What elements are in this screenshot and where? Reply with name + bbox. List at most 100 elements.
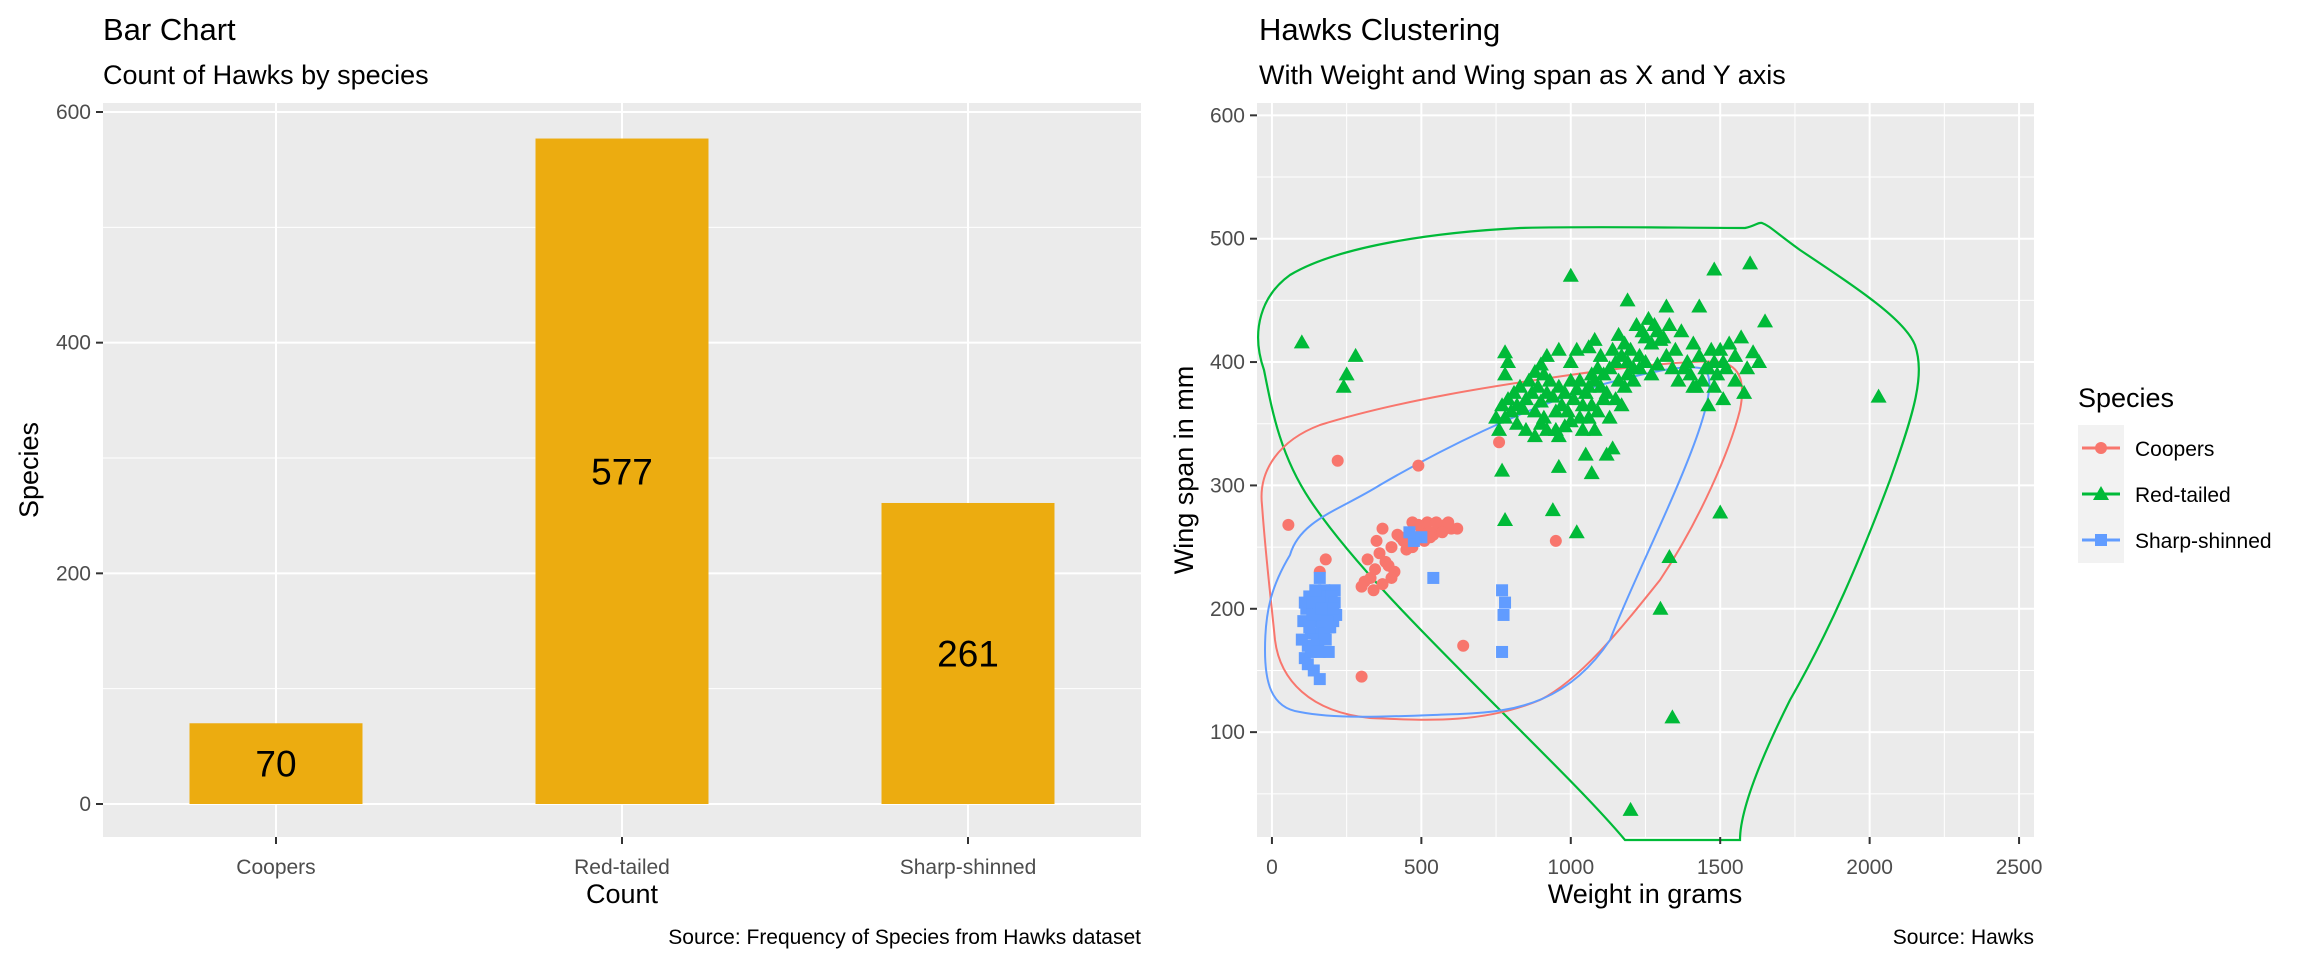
bar-coopers xyxy=(189,723,363,804)
point-coopers xyxy=(1319,553,1332,566)
bar-data-label: 70 xyxy=(255,744,296,785)
scatter-density-contours xyxy=(1257,221,1920,842)
point-sharp-shinned xyxy=(1496,645,1509,658)
scatter-x-tick-label: 2000 xyxy=(1846,856,1893,879)
point-sharp-shinned xyxy=(1313,571,1326,584)
point-red-tailed xyxy=(1338,366,1355,381)
scatter-x-tick-label: 2500 xyxy=(1996,856,2043,879)
point-red-tailed xyxy=(1622,801,1639,816)
point-sharp-shinned xyxy=(1303,621,1316,634)
scatter-y-axis-title: Wing span in mm xyxy=(1169,366,1199,575)
point-red-tailed xyxy=(1706,261,1723,276)
point-red-tailed xyxy=(1661,548,1678,563)
point-red-tailed xyxy=(1580,339,1597,354)
scatter-chart-subtitle: With Weight and Wing span as X and Y axi… xyxy=(1259,60,1786,90)
point-red-tailed xyxy=(1559,403,1576,418)
point-red-tailed xyxy=(1547,421,1564,436)
point-red-tailed xyxy=(1562,267,1579,282)
point-red-tailed xyxy=(1601,409,1618,424)
point-red-tailed xyxy=(1583,465,1600,480)
point-sharp-shinned xyxy=(1322,645,1335,658)
bar-y-axis: 0 200 400 600 xyxy=(56,101,103,816)
point-sharp-shinned xyxy=(1403,526,1416,539)
point-red-tailed xyxy=(1571,372,1588,387)
point-coopers xyxy=(1282,518,1295,531)
point-coopers xyxy=(1355,580,1368,593)
point-red-tailed xyxy=(1712,504,1729,519)
point-red-tailed xyxy=(1577,446,1594,461)
point-red-tailed xyxy=(1497,344,1514,359)
point-red-tailed xyxy=(1685,335,1702,350)
point-red-tailed xyxy=(1517,391,1534,406)
point-red-tailed xyxy=(1757,313,1774,328)
point-red-tailed xyxy=(1568,341,1585,356)
point-red-tailed xyxy=(1649,356,1666,371)
point-red-tailed xyxy=(1491,421,1508,436)
point-red-tailed xyxy=(1592,378,1609,393)
legend-key-coopers xyxy=(2095,442,2107,454)
scatter-x-tick-label: 0 xyxy=(1266,856,1278,879)
point-red-tailed xyxy=(1494,462,1511,477)
point-red-tailed xyxy=(1526,363,1543,378)
point-red-tailed xyxy=(1574,421,1591,436)
scatter-y-tick-label: 500 xyxy=(1210,228,1245,251)
point-red-tailed xyxy=(1643,366,1660,381)
scatter-y-tick-label: 300 xyxy=(1210,474,1245,497)
point-red-tailed xyxy=(1488,409,1505,424)
point-red-tailed xyxy=(1706,378,1723,393)
scatter-y-tick-label: 400 xyxy=(1210,351,1245,374)
point-sharp-shinned xyxy=(1497,608,1510,621)
point-coopers xyxy=(1367,584,1380,597)
point-red-tailed xyxy=(1568,381,1585,396)
legend-title: Species xyxy=(2078,383,2174,413)
point-red-tailed xyxy=(1652,331,1669,346)
point-red-tailed xyxy=(1646,317,1663,332)
point-red-tailed xyxy=(1586,421,1603,436)
point-red-tailed xyxy=(1739,360,1756,375)
legend-label-sharp-shinned: Sharp-shinned xyxy=(2135,530,2272,553)
point-red-tailed xyxy=(1661,317,1678,332)
bar-bars: 70 577 261 xyxy=(189,138,1055,804)
point-red-tailed xyxy=(1550,378,1567,393)
point-red-tailed xyxy=(1550,341,1567,356)
point-red-tailed xyxy=(1520,372,1537,387)
point-red-tailed xyxy=(1742,255,1759,270)
point-red-tailed xyxy=(1571,409,1588,424)
bar-y-tick-label: 200 xyxy=(56,562,91,585)
legend-label-red-tailed: Red-tailed xyxy=(2135,484,2231,507)
scatter-points xyxy=(1282,255,1887,816)
point-red-tailed xyxy=(1625,372,1642,387)
point-red-tailed xyxy=(1667,341,1684,356)
point-coopers xyxy=(1412,459,1425,472)
bar-y-tick-label: 0 xyxy=(79,793,91,816)
bar-x-tick-label: Coopers xyxy=(236,856,315,879)
point-red-tailed xyxy=(1562,354,1579,369)
point-sharp-shinned xyxy=(1313,673,1326,686)
point-coopers xyxy=(1376,522,1389,535)
scatter-x-tick-label: 500 xyxy=(1404,856,1439,879)
point-red-tailed xyxy=(1347,347,1364,362)
point-red-tailed xyxy=(1870,388,1887,403)
bar-data-label: 577 xyxy=(591,451,653,492)
scatter-x-axis-title: Weight in grams xyxy=(1548,879,1743,909)
point-coopers xyxy=(1442,516,1455,529)
point-red-tailed xyxy=(1643,335,1660,350)
scatter-chart-caption: Source: Hawks xyxy=(1893,926,2034,949)
point-sharp-shinned xyxy=(1496,584,1509,597)
point-red-tailed xyxy=(1494,397,1511,412)
point-red-tailed xyxy=(1547,403,1564,418)
bar-chart-title: Bar Chart xyxy=(103,12,236,47)
contour-red-tailed xyxy=(1257,221,1920,842)
point-coopers xyxy=(1430,516,1443,529)
bar-y-tick-label: 400 xyxy=(56,332,91,355)
bar-x-axis: Coopers Red-tailed Sharp-shinned xyxy=(236,837,1036,879)
point-red-tailed xyxy=(1733,329,1750,344)
point-red-tailed xyxy=(1604,341,1621,356)
point-coopers xyxy=(1369,563,1382,576)
point-red-tailed xyxy=(1709,366,1726,381)
scatter-y-tick-label: 200 xyxy=(1210,598,1245,621)
point-red-tailed xyxy=(1727,372,1744,387)
point-coopers xyxy=(1361,553,1374,566)
scatter-y-axis: 100 200 300 400 500 600 xyxy=(1210,104,1257,744)
